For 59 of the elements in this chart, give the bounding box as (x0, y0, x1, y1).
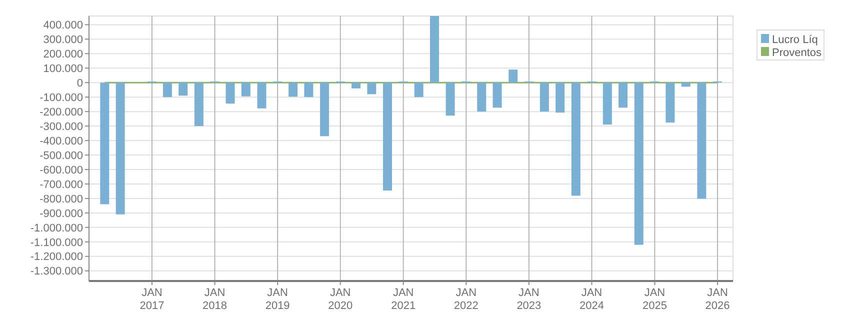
x-tick-label: JAN 2017 (140, 287, 164, 312)
y-tick-label: 200.000 (43, 48, 83, 60)
y-tick-label: -600.000 (40, 164, 83, 176)
bar (288, 82, 298, 97)
bar (304, 82, 314, 98)
x-tick-label: JAN 2023 (516, 287, 542, 312)
bar (194, 82, 204, 126)
bar (477, 82, 486, 112)
bar (618, 82, 628, 108)
bar (681, 82, 690, 87)
x-tick-label: JAN 2026 (705, 287, 730, 312)
x-tick-label: JAN 2020 (328, 287, 353, 312)
bar (571, 82, 580, 196)
bar (320, 82, 330, 136)
y-tick-label: -200.000 (40, 106, 83, 118)
y-tick-label: -900.000 (40, 208, 83, 220)
bar (116, 82, 125, 214)
y-tick-label: 400.000 (43, 20, 83, 32)
bar (697, 82, 706, 199)
y-tick-label: -800.000 (40, 193, 83, 206)
bar (508, 70, 518, 83)
bar (634, 82, 644, 245)
x-tick-label: JAN 2025 (642, 287, 667, 312)
y-tick-label: -1.200.000 (30, 251, 83, 264)
bar (602, 82, 612, 125)
x-tick-label: JAN 2022 (454, 287, 478, 312)
bar (430, 16, 439, 83)
y-tick-label: 0 (76, 77, 83, 90)
y-tick-label: -100.000 (40, 92, 83, 104)
bar (556, 82, 565, 113)
bar (446, 82, 455, 116)
bar (540, 82, 549, 112)
bar (367, 82, 376, 94)
bar (492, 82, 502, 108)
x-tick-label: JAN 2019 (265, 287, 290, 312)
y-tick-label: -400.000 (40, 135, 83, 148)
bar (162, 82, 172, 98)
bar (666, 82, 675, 123)
x-tick-label: JAN 2024 (580, 287, 604, 312)
bar (414, 82, 424, 98)
bar (226, 82, 235, 104)
y-tick-label: -300.000 (40, 120, 83, 133)
bar (352, 82, 361, 88)
y-tick-label: -1.300.000 (30, 266, 83, 278)
x-tick-label: JAN 2021 (391, 287, 416, 312)
bar (383, 82, 392, 190)
y-tick-label: -500.000 (40, 150, 83, 162)
y-tick-label: -700.000 (40, 178, 83, 191)
y-tick-label: -1.000.000 (30, 222, 83, 234)
bar (100, 82, 110, 204)
y-tick-label: 100.000 (43, 62, 83, 75)
bar (241, 82, 250, 96)
x-tick-label: JAN 2018 (202, 287, 228, 312)
y-tick-label: 300.000 (43, 34, 83, 46)
bar (178, 82, 188, 96)
y-tick-label: -1.100.000 (30, 236, 83, 249)
bar (257, 82, 266, 108)
legend-label: Lucro Líq (772, 34, 818, 46)
legend-label: Proventos (772, 46, 822, 59)
